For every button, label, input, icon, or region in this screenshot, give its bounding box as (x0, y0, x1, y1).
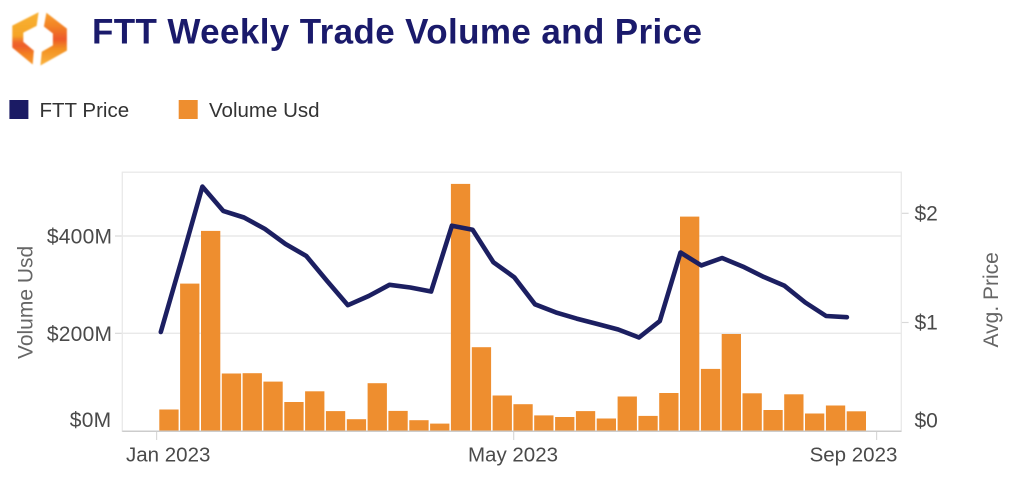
svg-text:May 2023: May 2023 (468, 444, 558, 467)
svg-text:FTT Price: FTT Price (40, 99, 130, 122)
svg-text:$200M: $200M (47, 323, 112, 346)
svg-text:$400M: $400M (47, 225, 112, 248)
svg-text:Sep 2023: Sep 2023 (810, 444, 898, 467)
svg-text:$0: $0 (915, 410, 938, 433)
svg-text:$0M: $0M (70, 409, 112, 432)
svg-text:Avg. Price: Avg. Price (980, 252, 1003, 347)
svg-text:Volume Usd: Volume Usd (209, 99, 320, 122)
svg-text:FTT Weekly Trade Volume and Pr: FTT Weekly Trade Volume and Price (92, 13, 702, 52)
svg-text:$1: $1 (915, 312, 938, 335)
svg-text:Jan 2023: Jan 2023 (126, 444, 210, 467)
svg-text:Volume Usd: Volume Usd (15, 246, 38, 359)
svg-text:$2: $2 (915, 203, 938, 226)
